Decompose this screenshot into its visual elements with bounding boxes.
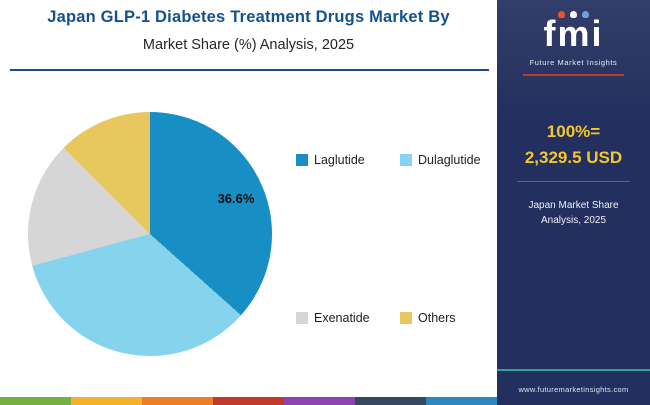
market-total-percent: 100%= [546, 122, 601, 141]
footer-stripe [0, 397, 497, 405]
market-total-value: 2,329.5 USD [524, 148, 623, 167]
stripe-segment [71, 397, 142, 405]
sidebar-caption-line1: Japan Market Share [528, 200, 619, 211]
stripe-segment [142, 397, 213, 405]
stripe-segment [355, 397, 426, 405]
sidebar-caption: Japan Market Share Analysis, 2025 [497, 198, 650, 228]
stripe-segment [426, 397, 497, 405]
logo-people-icons [497, 11, 650, 18]
legend-item-exenatide: Exenatide [296, 311, 400, 325]
legend-item-dulaglutide: Dulaglutide [400, 153, 504, 167]
sidebar-caption-line2: Analysis, 2025 [540, 215, 607, 226]
logo-divider [523, 74, 624, 76]
legend-swatch-dulaglutide [400, 154, 412, 166]
person-icon [570, 11, 577, 18]
title-underline [10, 69, 489, 71]
stripe-segment [213, 397, 284, 405]
footer-url-link[interactable]: www.futuremarketinsights.com [518, 385, 629, 394]
stripe-segment [284, 397, 355, 405]
pie-slice-label: 36.6% [217, 191, 255, 206]
legend-swatch-laglutide [296, 154, 308, 166]
legend-swatch-exenatide [296, 312, 308, 324]
legend-swatch-others [400, 312, 412, 324]
page-title: Japan GLP-1 Diabetes Treatment Drugs Mar… [47, 8, 450, 26]
legend-row-top: Laglutide Dulaglutide [296, 153, 504, 167]
legend-label-laglutide: Laglutide [314, 153, 365, 167]
logo-subtitle: Future Market Insights [529, 58, 618, 67]
fmi-logo: fmi [543, 13, 604, 54]
chart-panel: Japan GLP-1 Diabetes Treatment Drugs Mar… [0, 8, 497, 405]
brand-sidebar: fmi Future Market Insights 100%= 2,329.5… [497, 0, 650, 405]
stripe-segment [0, 397, 71, 405]
legend-item-others: Others [400, 311, 504, 325]
page-subtitle: Market Share (%) Analysis, 2025 [142, 37, 355, 53]
legend-label-exenatide: Exenatide [314, 311, 370, 325]
pie-chart [28, 112, 272, 356]
legend-label-dulaglutide: Dulaglutide [418, 153, 481, 167]
legend-row-bottom: Exenatide Others [296, 311, 504, 325]
stat-divider [517, 181, 630, 182]
person-icon [582, 11, 589, 18]
footer-divider [497, 369, 650, 371]
legend-label-others: Others [418, 311, 456, 325]
legend-item-laglutide: Laglutide [296, 153, 400, 167]
person-icon [558, 11, 565, 18]
